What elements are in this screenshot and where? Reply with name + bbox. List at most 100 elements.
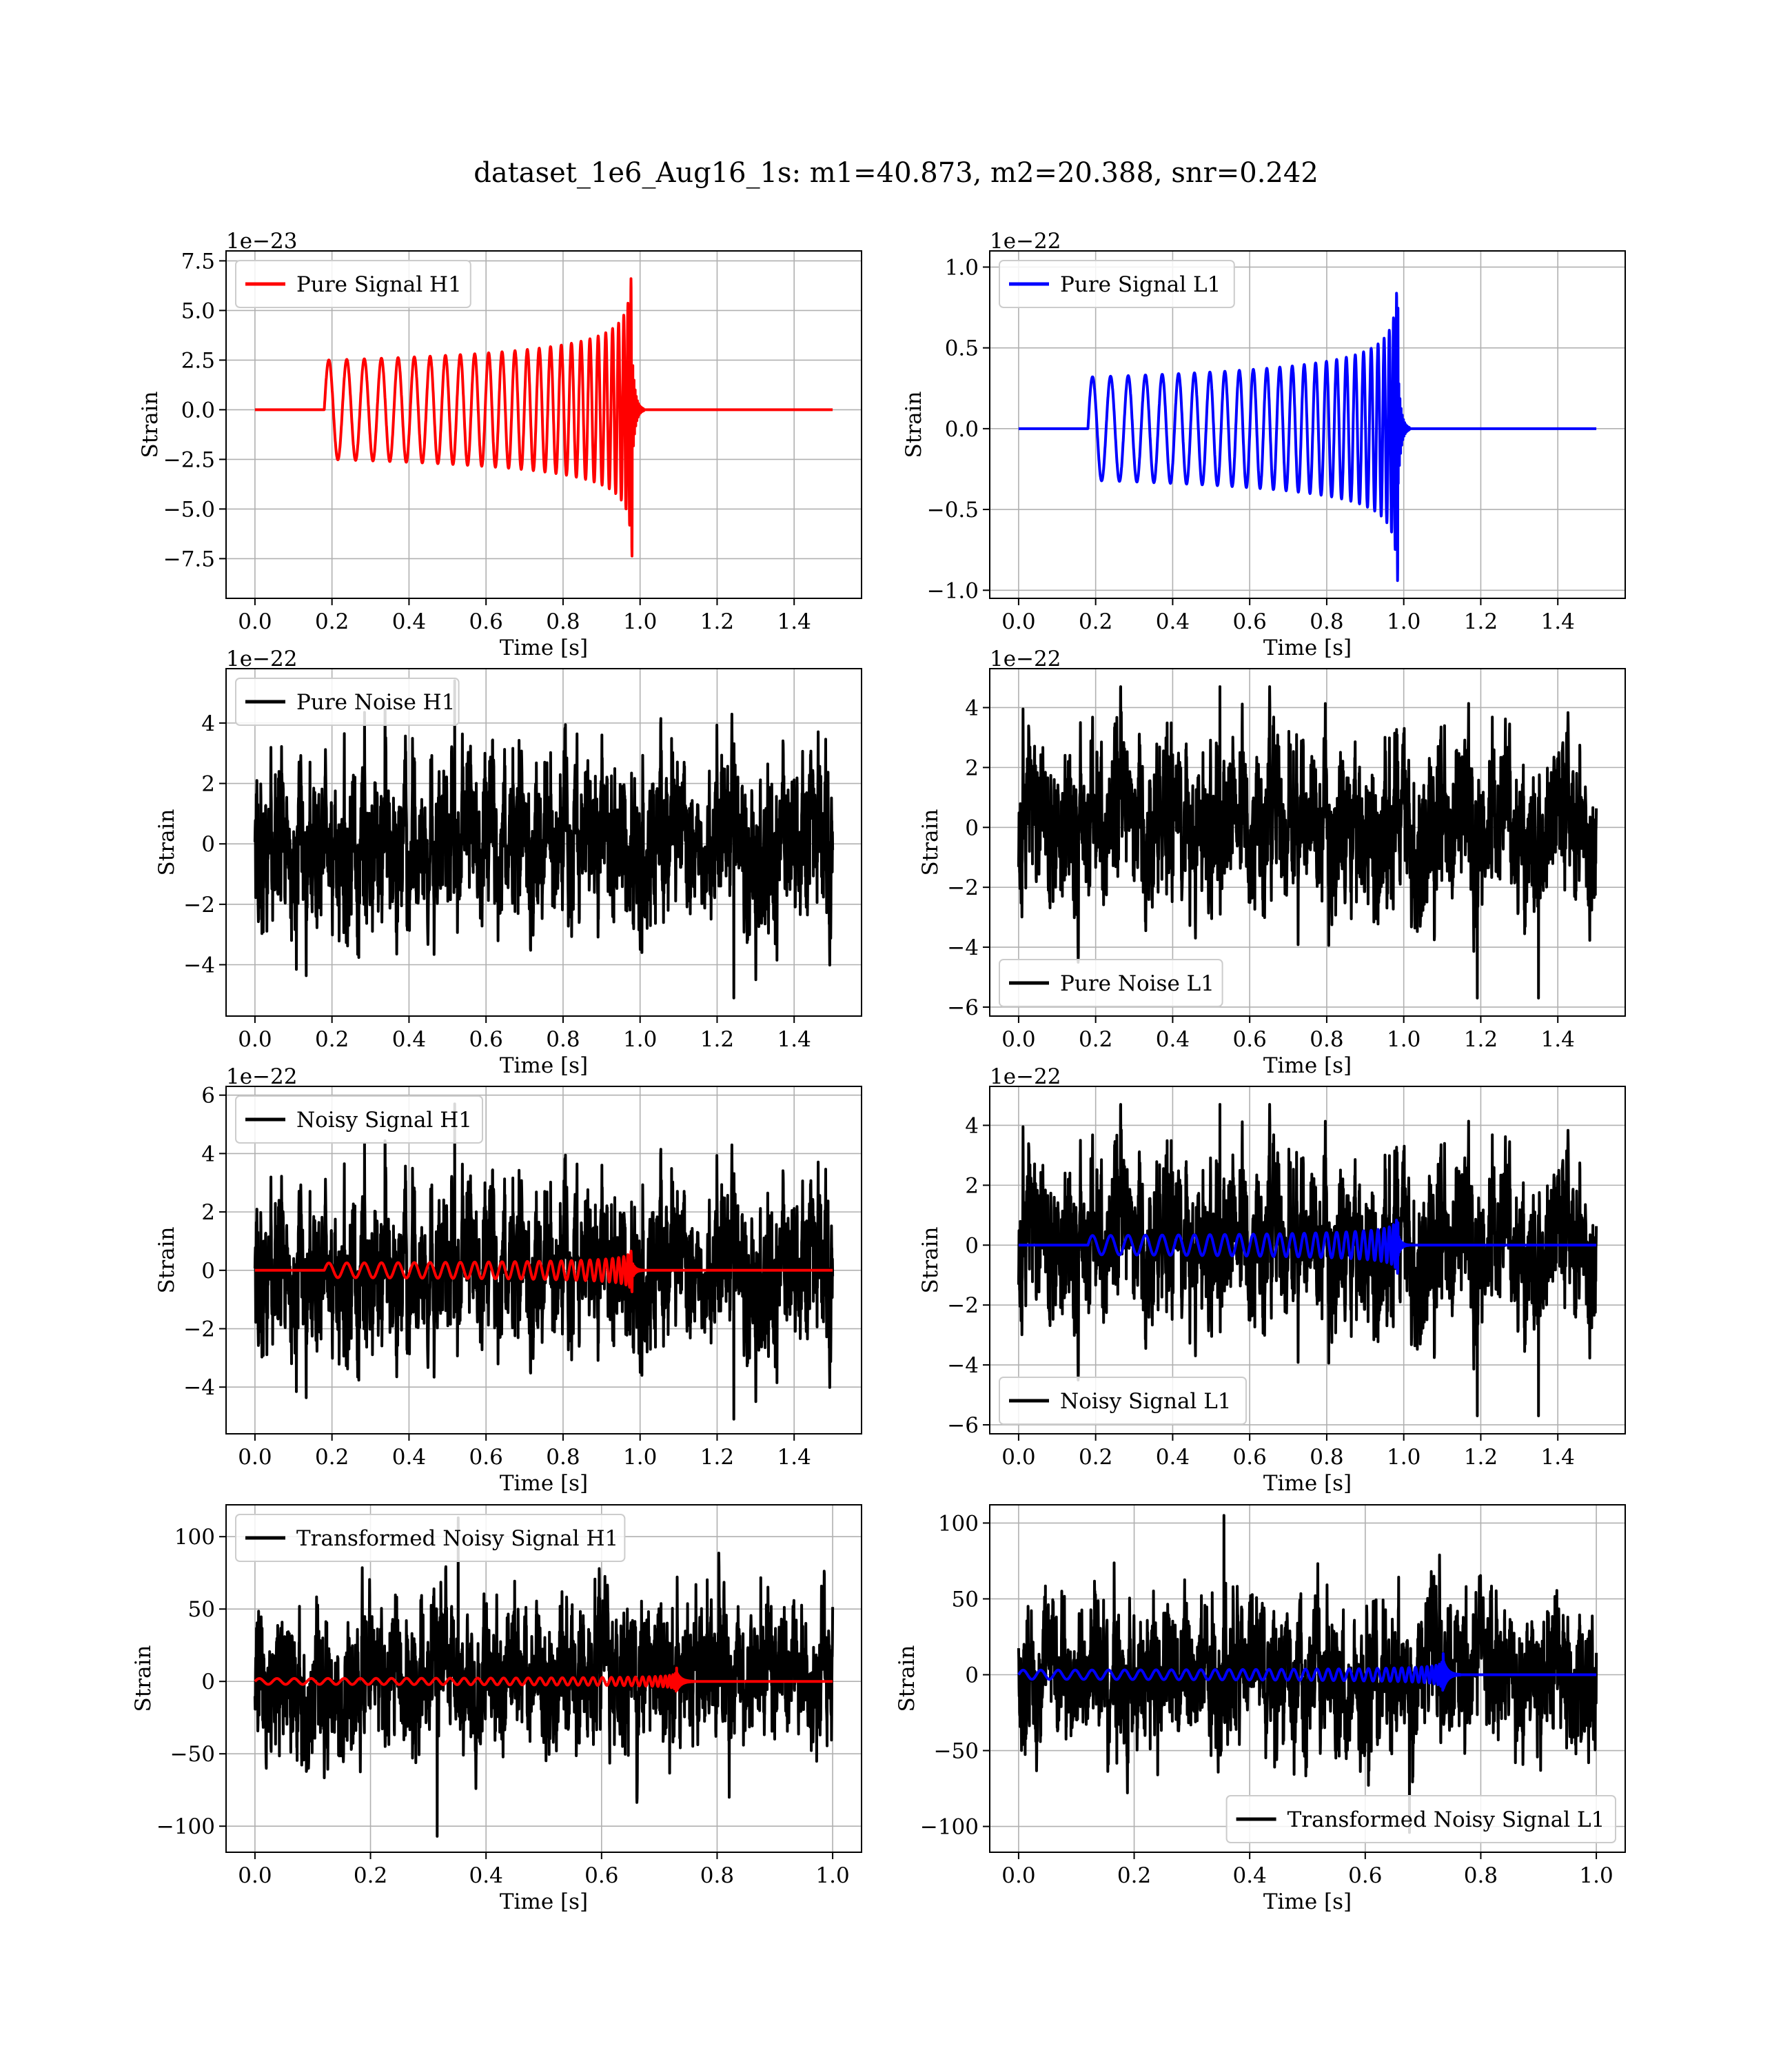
- y-tick-label: 0.0: [181, 398, 215, 423]
- x-tick-label: 0.8: [546, 1445, 580, 1470]
- y-tick-label: −50: [934, 1739, 979, 1764]
- subplot-pure-noise-l1: 0.0 0.2 0.4 0.6 0.8 1.0 1.2 1.4 4 2 0 −2 −4 −6 Time [s…: [918, 647, 1626, 1078]
- y-tick-label: −100: [156, 1814, 215, 1839]
- x-tick-label: 0.8: [546, 609, 580, 634]
- legend: Pure Signal H1: [235, 260, 471, 308]
- y-tick-label: 0.0: [945, 417, 979, 442]
- legend: Noisy Signal H1: [235, 1095, 483, 1144]
- series-line-signal: [1017, 1652, 1598, 1692]
- x-tick-label: 0.0: [238, 1863, 272, 1888]
- axis-offset-text: 1e−22: [990, 1064, 1061, 1089]
- x-tick-label: 1.0: [1387, 1445, 1421, 1470]
- y-tick-label: −100: [920, 1815, 979, 1840]
- plot-frame: [989, 1086, 1626, 1435]
- y-tick-label: −2: [183, 1317, 215, 1342]
- y-tick-label: 2: [965, 1173, 979, 1198]
- x-tick-label: 0.2: [1079, 1445, 1112, 1470]
- y-tick-label: −1.0: [927, 578, 979, 603]
- x-tick-label: 1.0: [623, 1027, 657, 1052]
- x-tick-label: 0.4: [1156, 1445, 1190, 1470]
- x-tick-label: 0.4: [392, 609, 426, 634]
- legend-box: [999, 260, 1235, 308]
- legend: Pure Signal L1: [999, 260, 1235, 308]
- legend: Pure Noise H1: [235, 678, 460, 726]
- y-tick-label: 0.5: [945, 336, 979, 361]
- x-tick-label: 0.0: [1001, 1027, 1035, 1052]
- y-tick-label: 2: [965, 756, 979, 780]
- series-line-noise: [1017, 1514, 1598, 1834]
- y-tick-label: −6: [947, 1413, 979, 1438]
- y-tick-label: 2: [201, 1200, 215, 1225]
- subplot-pure-noise-h1: 0.0 0.2 0.4 0.6 0.8 1.0 1.2 1.4 4 2 0 −2 −4 Time [s] S…: [154, 647, 862, 1078]
- y-tick-label: 5.0: [181, 298, 215, 323]
- x-tick-label: 1.2: [1464, 609, 1498, 634]
- series-line-signal: [254, 1249, 834, 1293]
- y-tick-label: −2: [947, 875, 979, 900]
- y-axis-label: Strain: [154, 809, 179, 876]
- y-axis-label: Strain: [154, 1227, 179, 1294]
- x-tick-label: 0.6: [469, 1027, 503, 1052]
- series-line-noise: [1017, 1103, 1598, 1417]
- y-tick-label: −4: [947, 1353, 979, 1378]
- series-line-signal: [1017, 1218, 1598, 1275]
- x-tick-label: 1.0: [1579, 1863, 1613, 1888]
- y-tick-label: 0: [965, 1233, 979, 1258]
- y-tick-label: 50: [188, 1597, 215, 1622]
- x-tick-label: 0.6: [1348, 1863, 1382, 1888]
- x-axis-label: Time [s]: [500, 1053, 588, 1078]
- y-axis-label: Strain: [918, 1227, 943, 1294]
- x-tick-label: 0.0: [1001, 609, 1035, 634]
- y-tick-label: 0: [965, 815, 979, 840]
- x-tick-label: 0.2: [354, 1863, 387, 1888]
- plot-frame: [225, 1504, 862, 1853]
- legend-box: [235, 1095, 483, 1144]
- subplot-pure-signal-h1: 0.0 0.2 0.4 0.6 0.8 1.0 1.2 1.4 7.5 5.0 2.5 0.0 −2.5…: [138, 229, 862, 660]
- y-tick-label: 2.5: [181, 348, 215, 373]
- x-axis-label: Time [s]: [1263, 1053, 1352, 1078]
- x-tick-label: 1.0: [623, 1445, 657, 1470]
- x-tick-label: 0.0: [1001, 1863, 1035, 1888]
- x-tick-label: 0.4: [1233, 1863, 1267, 1888]
- legend-box: [999, 959, 1223, 1007]
- legend-label: Pure Noise H1: [296, 690, 455, 715]
- subplot-pure-signal-l1: 0.0 0.2 0.4 0.6 0.8 1.0 1.2 1.4 1.0 0.5 0.0 −0.5 −1.…: [902, 229, 1626, 660]
- x-axis-label: Time [s]: [500, 636, 588, 660]
- axis-offset-text: 1e−22: [990, 647, 1061, 671]
- y-tick-label: −2: [183, 893, 215, 918]
- y-tick-label: 0: [201, 1670, 215, 1694]
- y-tick-label: −2.5: [163, 447, 215, 472]
- y-tick-label: 0: [201, 1259, 215, 1284]
- x-tick-label: 0.4: [1156, 1027, 1190, 1052]
- x-tick-label: 0.8: [546, 1027, 580, 1052]
- x-tick-label: 1.4: [777, 1027, 811, 1052]
- plot-frame: [225, 1086, 862, 1435]
- x-tick-label: 1.4: [1541, 1027, 1575, 1052]
- y-tick-label: 0: [965, 1663, 979, 1687]
- legend-label: Transformed Noisy Signal L1: [1287, 1807, 1605, 1832]
- x-tick-label: 0.6: [1233, 1027, 1267, 1052]
- x-tick-label: 0.4: [469, 1863, 503, 1888]
- x-tick-label: 0.2: [1079, 609, 1112, 634]
- legend-label: Transformed Noisy Signal H1: [296, 1526, 618, 1551]
- y-tick-label: 100: [174, 1525, 215, 1550]
- x-tick-label: 0.6: [584, 1863, 618, 1888]
- x-tick-label: 1.0: [1387, 1027, 1421, 1052]
- y-tick-label: −7.5: [163, 547, 215, 571]
- series-line-noise: [253, 1102, 835, 1421]
- subplot-noisy-signal-h1: 0.0 0.2 0.4 0.6 0.8 1.0 1.2 1.4 6 4 2 0 −2 −4 Time [s]…: [154, 1064, 862, 1496]
- series-line-signal: [254, 1666, 834, 1693]
- x-tick-label: 0.2: [315, 1027, 349, 1052]
- legend-label: Pure Signal L1: [1060, 272, 1221, 297]
- x-tick-label: 0.2: [1079, 1027, 1112, 1052]
- legend: Transformed Noisy Signal L1: [1225, 1795, 1616, 1843]
- y-axis-label: Strain: [902, 392, 926, 458]
- x-tick-label: 0.6: [469, 609, 503, 634]
- axis-offset-text: 1e−22: [226, 647, 298, 671]
- legend-box: [1225, 1795, 1616, 1843]
- y-tick-label: 4: [201, 711, 215, 736]
- y-tick-label: −4: [183, 1375, 215, 1400]
- legend: Transformed Noisy Signal H1: [235, 1514, 626, 1562]
- series-line-signal: [254, 277, 834, 558]
- x-axis-label: Time [s]: [1263, 1889, 1352, 1914]
